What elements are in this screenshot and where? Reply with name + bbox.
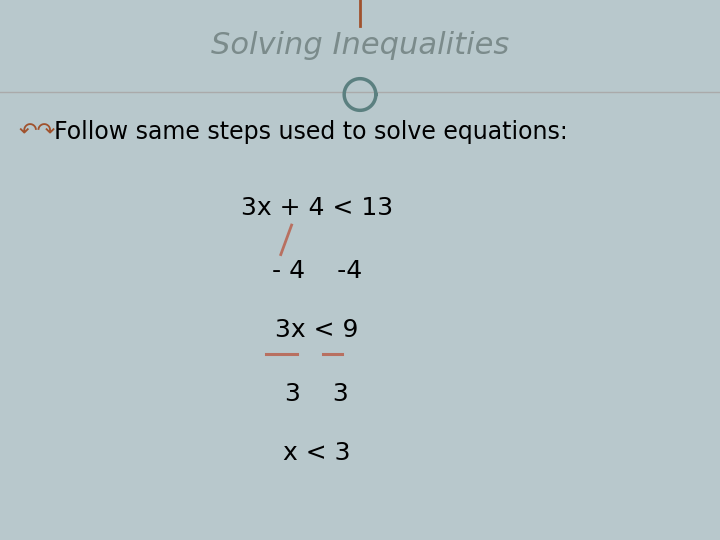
Text: 3    3: 3 3 [285,382,348,406]
Text: Solving Inequalities: Solving Inequalities [211,31,509,60]
Text: ↶↷: ↶↷ [18,123,55,143]
Text: 3x + 4 < 13: 3x + 4 < 13 [240,196,393,220]
Text: 3x < 9: 3x < 9 [275,319,359,342]
Text: - 4    -4: - 4 -4 [271,259,362,284]
Text: x < 3: x < 3 [283,441,351,464]
Text: Follow same steps used to solve equations:: Follow same steps used to solve equation… [54,120,568,144]
